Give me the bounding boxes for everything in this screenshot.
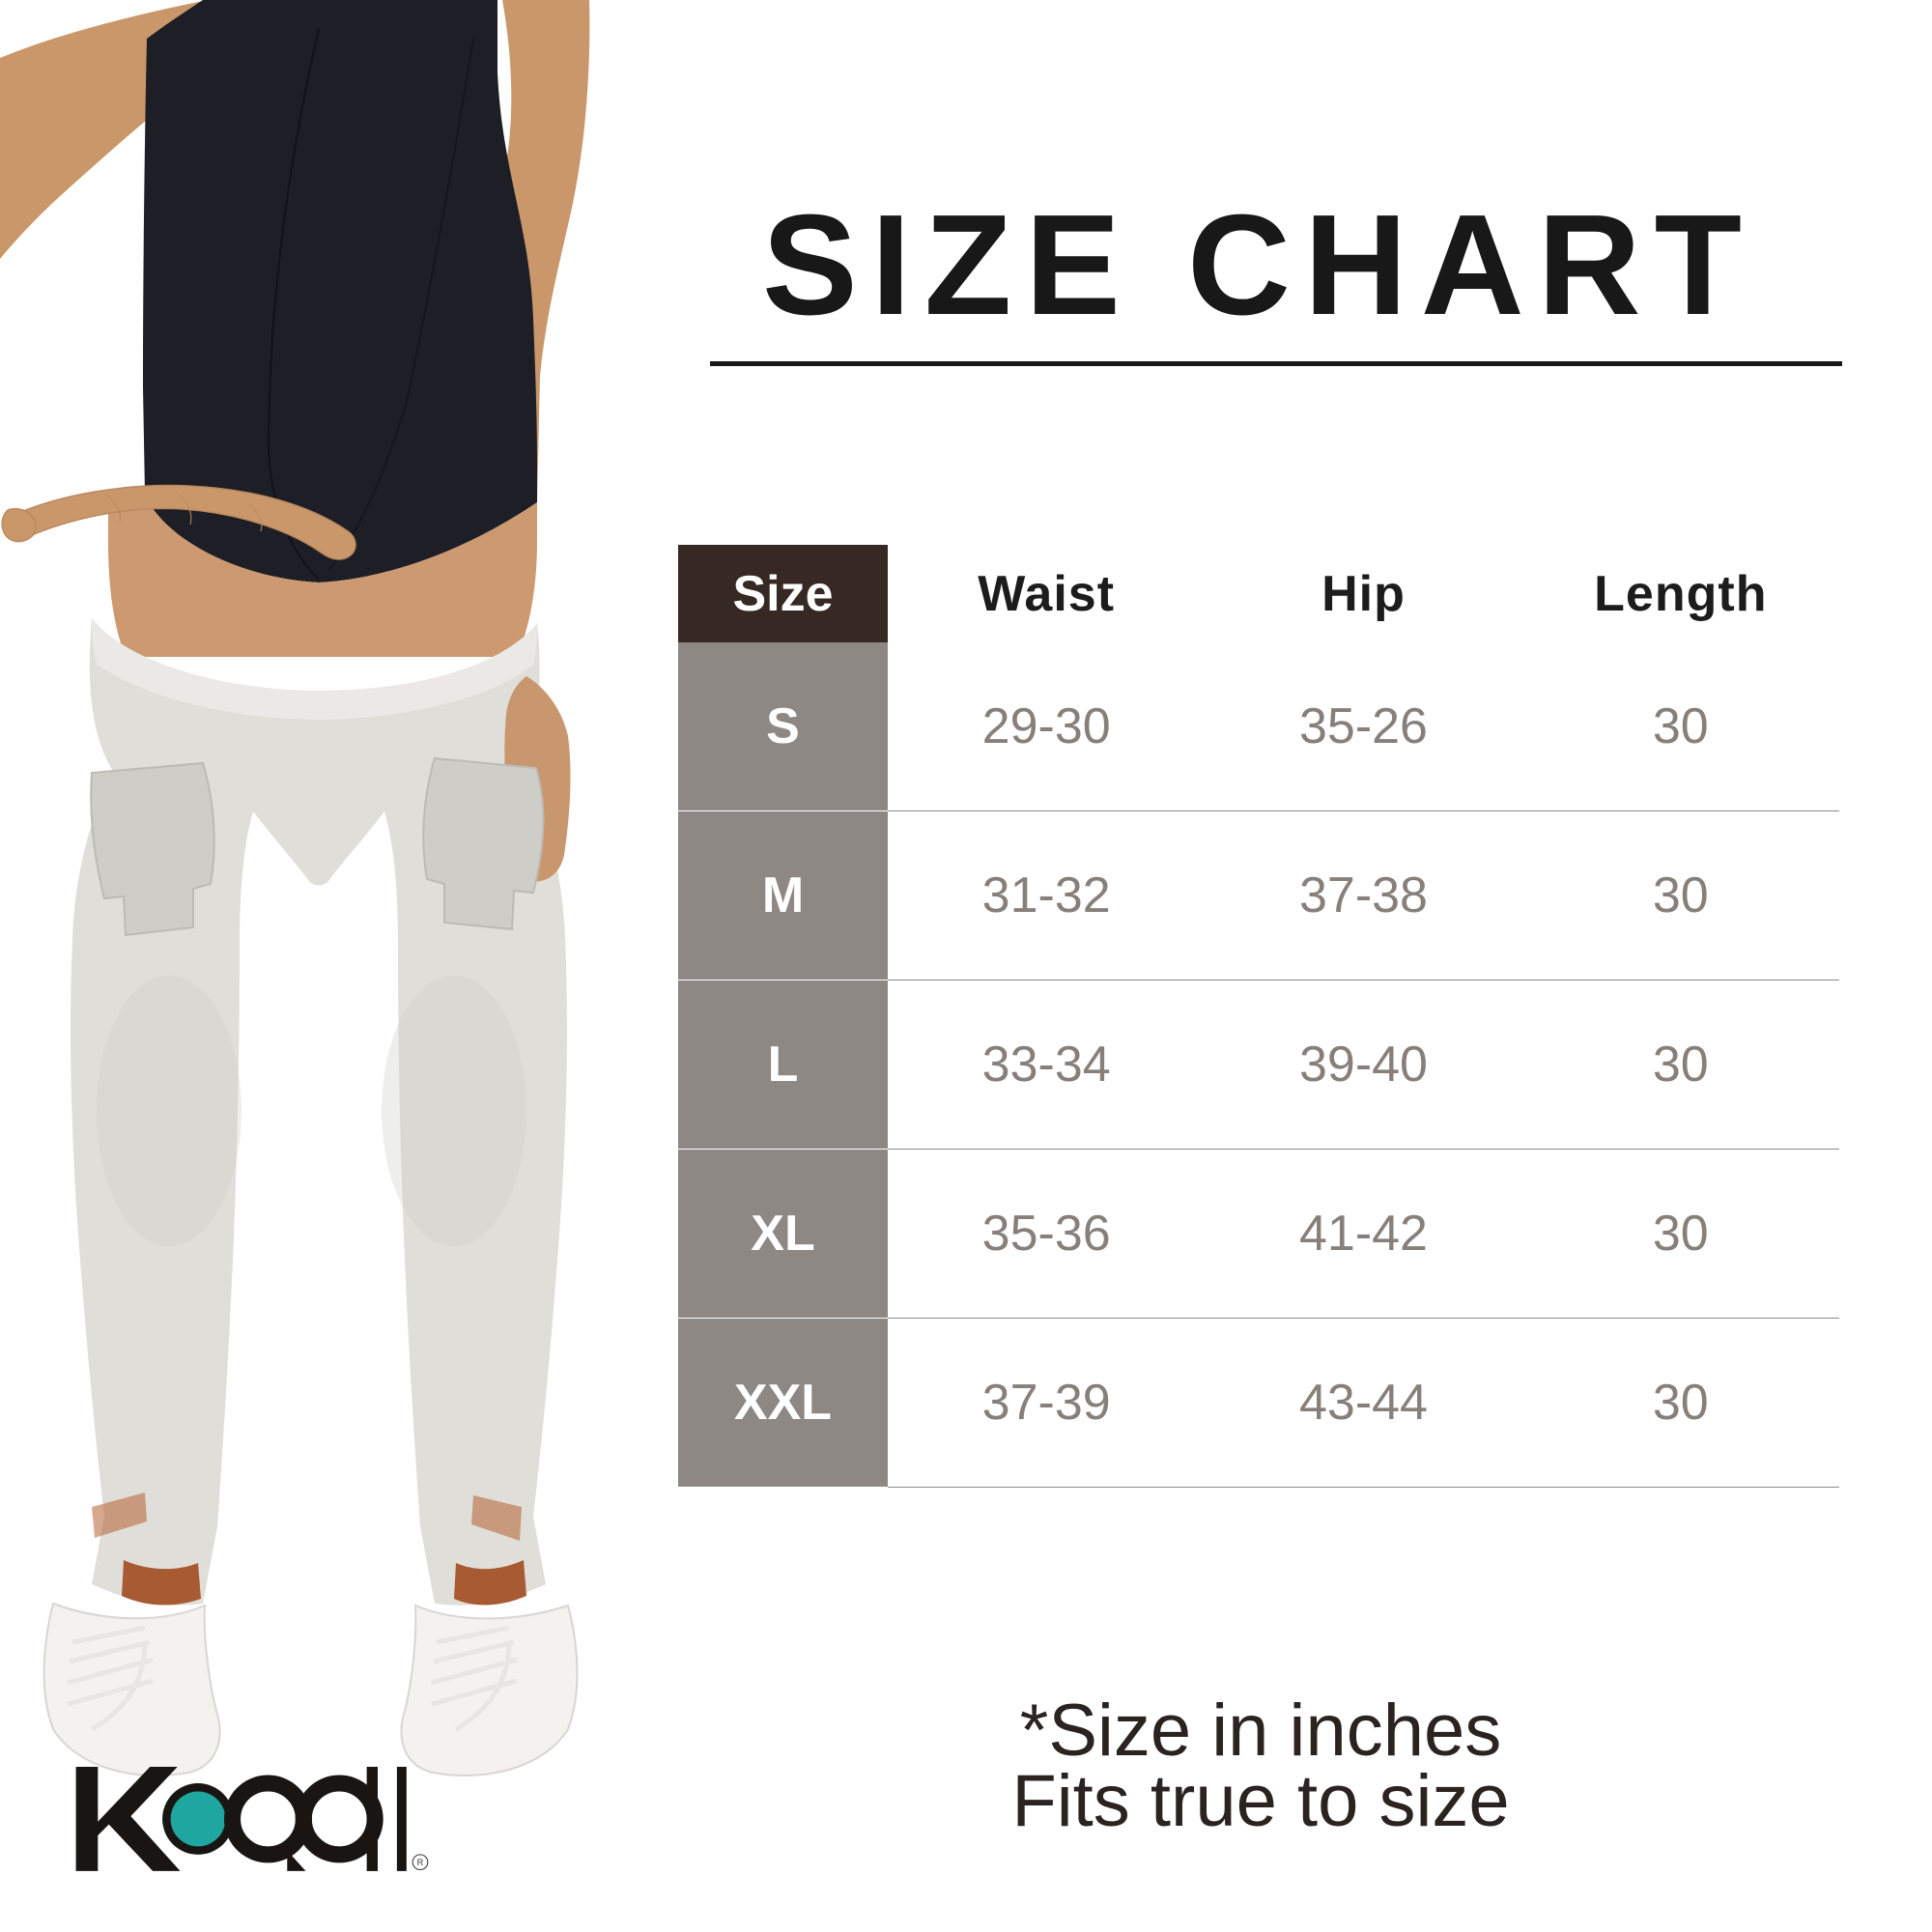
svg-text:R: R — [417, 1858, 424, 1867]
